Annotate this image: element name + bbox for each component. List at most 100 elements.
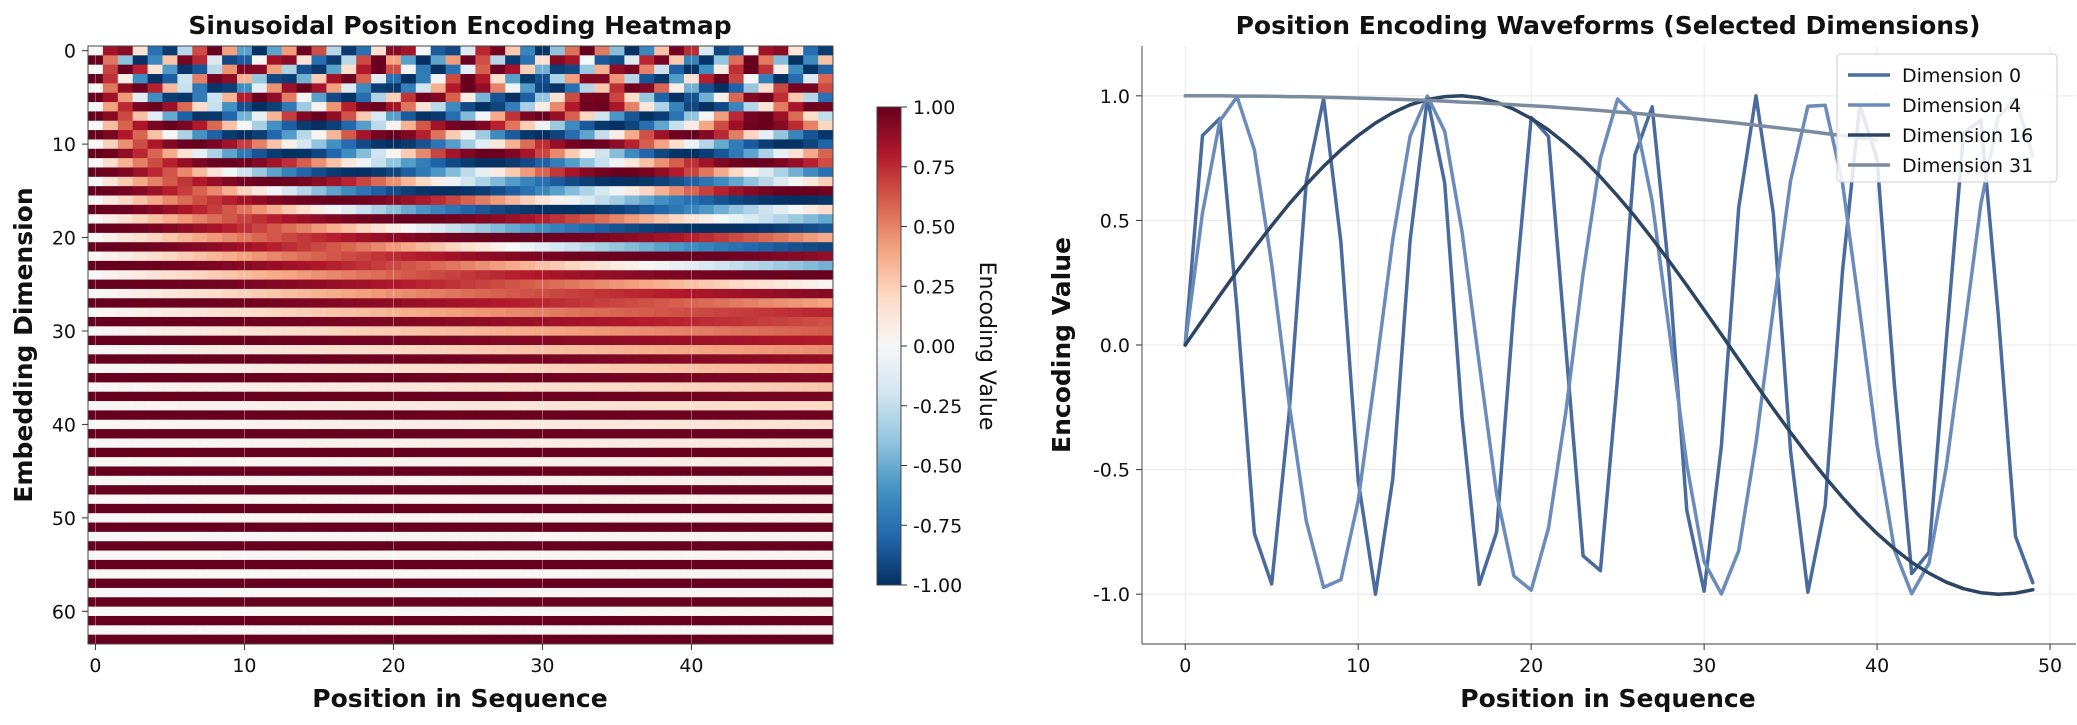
heatmap-cell	[400, 148, 417, 159]
heatmap-cell	[624, 46, 640, 56]
heatmap-cell	[654, 578, 670, 589]
heatmap-cell	[669, 625, 685, 636]
heatmap-cell	[713, 354, 730, 365]
heatmap-cell	[564, 195, 581, 206]
heatmap-cell	[415, 232, 432, 243]
heatmap-cell	[728, 494, 744, 505]
heatmap-cell	[520, 615, 536, 626]
heatmap-cell	[549, 130, 566, 140]
heatmap-cell	[266, 74, 283, 84]
heatmap-cell	[415, 634, 432, 645]
heatmap-cell	[773, 102, 789, 112]
heatmap-cell	[535, 214, 551, 224]
heatmap-cell	[371, 223, 387, 234]
heatmap-cell	[222, 503, 238, 514]
heatmap-cell	[117, 373, 134, 383]
heatmap-cell	[490, 363, 506, 374]
heatmap-cell	[162, 148, 178, 159]
heatmap-cell	[430, 401, 446, 411]
heatmap-cell	[713, 288, 730, 299]
heatmap-cell	[237, 214, 253, 224]
heatmap-cell	[147, 326, 163, 337]
heatmap-cell	[296, 298, 312, 309]
heatmap-cell	[222, 615, 238, 626]
heatmap-cell	[445, 373, 461, 383]
heatmap-cell	[624, 503, 640, 514]
heatmap-cell	[639, 419, 655, 430]
heatmap-cell	[445, 223, 461, 234]
heatmap-cell	[788, 466, 804, 477]
heatmap-cell	[535, 204, 551, 215]
heatmap-cell	[281, 531, 297, 542]
heatmap-cell	[415, 64, 432, 75]
heatmap-cell	[669, 102, 685, 112]
heatmap-cell	[132, 242, 148, 252]
heatmap-cell	[400, 606, 417, 617]
heatmap-cell	[535, 270, 551, 280]
heatmap-cell	[356, 587, 372, 598]
heatmap-cell	[490, 214, 506, 224]
heatmap-cell	[654, 92, 670, 103]
heatmap-cell	[341, 186, 357, 196]
heatmap-cell	[371, 167, 387, 178]
heatmap-cell	[520, 634, 536, 645]
heatmap-cell	[535, 46, 551, 56]
heatmap-cell	[430, 513, 446, 523]
heatmap-cell	[520, 270, 536, 280]
heatmap-cell	[251, 130, 268, 140]
heatmap-cell	[192, 251, 208, 262]
heatmap-cell	[445, 503, 461, 514]
heatmap-cell	[445, 186, 461, 196]
heatmap-cell	[132, 335, 148, 346]
heatmap-y-tick-label: 30	[52, 321, 76, 343]
heatmap-cell	[624, 429, 640, 439]
heatmap-cell	[639, 466, 655, 477]
heatmap-cell	[803, 625, 819, 636]
heatmap-cell	[177, 251, 193, 262]
heatmap-cell	[549, 363, 566, 374]
heatmap-cell	[132, 438, 148, 449]
heatmap-cell	[728, 298, 744, 309]
heatmap-cell	[773, 475, 789, 486]
heatmap-cell	[698, 625, 715, 636]
heatmap-cell	[147, 186, 163, 196]
heatmap-cell	[430, 503, 446, 514]
heatmap-cell	[639, 513, 655, 523]
heatmap-cell	[132, 587, 148, 598]
heatmap-cell	[207, 475, 223, 486]
heatmap-cell	[430, 260, 446, 271]
heatmap-cell	[88, 419, 104, 430]
heatmap-cell	[773, 158, 789, 168]
heatmap-cell	[445, 46, 461, 56]
heatmap-cell	[624, 410, 640, 421]
heatmap-cell	[684, 260, 700, 271]
heatmap-cell	[311, 597, 327, 608]
heatmap-cell	[475, 326, 491, 337]
heatmap-cell	[698, 176, 715, 187]
heatmap-cell	[207, 316, 223, 327]
heatmap-cell	[490, 167, 506, 178]
heatmap-cell	[222, 260, 238, 271]
heatmap-cell	[803, 158, 819, 168]
heatmap-cell	[445, 55, 461, 66]
heatmap-cell	[177, 83, 193, 94]
heatmap-cell	[192, 232, 208, 243]
heatmap-cell	[326, 176, 342, 187]
heatmap-cell	[654, 447, 670, 458]
heatmap-cell	[371, 83, 387, 94]
heatmap-cell	[788, 288, 804, 299]
heatmap-cell	[728, 270, 744, 280]
heatmap-cell	[237, 410, 253, 421]
heatmap-cell	[400, 625, 417, 636]
heatmap-cell	[475, 625, 491, 636]
heatmap-cell	[475, 419, 491, 430]
heatmap-cell	[88, 494, 104, 505]
heatmap-cell	[579, 307, 595, 318]
heatmap-cell	[579, 223, 595, 234]
heatmap-cell	[594, 176, 610, 187]
heatmap-cell	[564, 531, 581, 542]
heatmap-cell	[549, 242, 566, 252]
heatmap-cell	[296, 587, 312, 598]
heatmap-cell	[132, 401, 148, 411]
